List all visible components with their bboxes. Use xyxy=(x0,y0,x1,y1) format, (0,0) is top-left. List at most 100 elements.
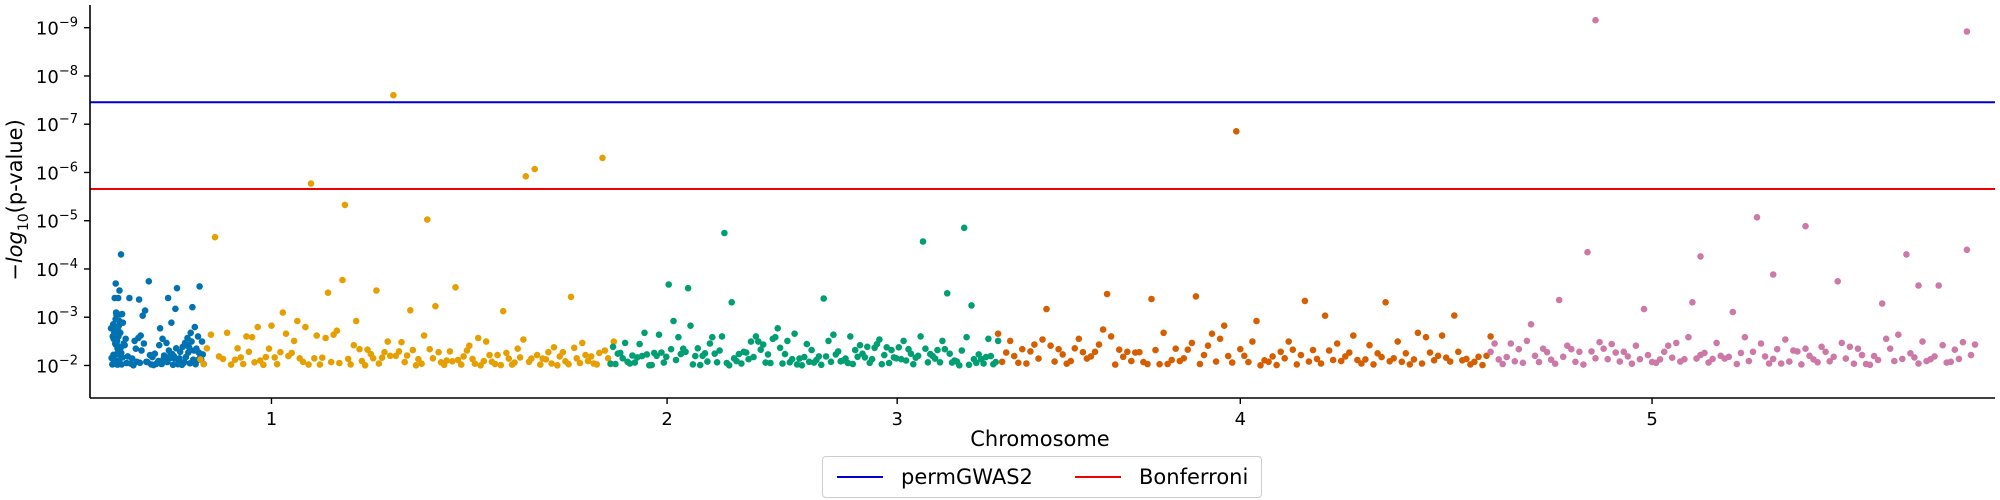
snp-point-chr3 xyxy=(658,349,665,356)
snp-point-chr5 xyxy=(1858,351,1866,359)
snp-point-chr4 xyxy=(1160,329,1167,337)
snp-point-chr3 xyxy=(713,359,721,366)
snp-point-chr2 xyxy=(554,362,561,369)
snp-point-chr1 xyxy=(114,294,122,302)
snp-point-chr4 xyxy=(1378,353,1385,361)
snp-point-chr2 xyxy=(344,355,352,363)
snp-point-chr3 xyxy=(844,359,852,367)
snp-point-chr5 xyxy=(1842,355,1850,362)
snp-point-chr5 xyxy=(1660,348,1668,356)
snp-point-chr5 xyxy=(1814,359,1821,366)
snp-point-chr3 xyxy=(963,333,970,341)
snp-point-chr4 xyxy=(1071,345,1079,352)
snp-point-chr3 xyxy=(672,356,680,364)
snp-point-chr3 xyxy=(924,359,932,366)
snp-point-chr5 xyxy=(1935,282,1942,289)
snp-point-chr4 xyxy=(1124,348,1131,356)
snp-point-chr3 xyxy=(641,329,648,337)
snp-point-chr4 xyxy=(1329,356,1337,364)
snp-point-chr3 xyxy=(721,229,728,237)
snp-point-chr5 xyxy=(1729,308,1737,316)
snp-point-chr3 xyxy=(798,362,806,369)
snp-point-chr5 xyxy=(1576,348,1583,356)
snp-point-chr2 xyxy=(424,216,431,223)
snp-point-chr1 xyxy=(117,251,125,258)
snp-point-chr5 xyxy=(1802,345,1809,353)
snp-point-chr3 xyxy=(648,361,655,369)
snp-point-chr2 xyxy=(227,361,235,368)
snp-point-chr5 xyxy=(1947,358,1955,366)
snp-point-chr4 xyxy=(1208,330,1216,338)
snp-point-chr3 xyxy=(910,360,917,368)
snp-point-chr2 xyxy=(454,356,462,364)
snp-point-chr3 xyxy=(822,353,830,360)
snp-point-chr4 xyxy=(1265,358,1272,366)
snp-point-chr4 xyxy=(1233,128,1240,135)
snp-point-chr5 xyxy=(1511,358,1519,365)
y-tick-label: 10−8 xyxy=(36,64,78,88)
snp-point-chr3 xyxy=(701,350,709,357)
snp-point-chr2 xyxy=(282,330,290,338)
snp-point-chr2 xyxy=(273,360,281,368)
snp-point-chr5 xyxy=(1604,355,1611,363)
snp-point-chr5 xyxy=(1773,345,1781,353)
legend-label-permgwas2: permGWAS2 xyxy=(901,465,1033,489)
snp-point-chr2 xyxy=(203,345,211,352)
snp-point-chr5 xyxy=(1620,348,1628,356)
snp-point-chr5 xyxy=(1640,305,1648,313)
snp-point-chr4 xyxy=(1414,329,1422,337)
snp-point-chr1 xyxy=(117,329,124,337)
x-tick-label: 1 xyxy=(266,409,277,430)
snp-point-chr3 xyxy=(994,337,1002,345)
snp-point-chr5 xyxy=(1491,340,1498,347)
legend-swatch-bonferroni xyxy=(1075,476,1121,478)
y-axis-ticks: 10−9 10−8 10−7 10−6 10−5 10−4 10−3 10−2 xyxy=(36,16,90,377)
snp-point-chr5 xyxy=(1907,350,1914,357)
snp-point-chr2 xyxy=(211,233,219,241)
snp-point-chr2 xyxy=(494,351,501,359)
data-points-layer xyxy=(107,16,1979,369)
snp-point-chr2 xyxy=(460,353,467,360)
snp-point-chr4 xyxy=(1115,346,1123,354)
snp-point-chr2 xyxy=(223,329,231,337)
snp-point-chr2 xyxy=(486,351,493,359)
snp-point-chr4 xyxy=(1152,346,1159,354)
snp-point-chr5 xyxy=(1701,349,1708,357)
snp-point-chr3 xyxy=(943,290,951,297)
snp-point-chr2 xyxy=(407,307,414,314)
snp-point-chr4 xyxy=(1184,346,1192,354)
snp-point-chr4 xyxy=(1245,358,1252,366)
snp-point-chr3 xyxy=(973,359,980,367)
snp-point-chr5 xyxy=(1959,338,1967,346)
snp-point-chr1 xyxy=(194,333,202,340)
snp-point-chr3 xyxy=(941,345,949,353)
snp-point-chr5 xyxy=(1761,353,1769,360)
snp-point-chr4 xyxy=(1095,341,1103,348)
snp-point-chr2 xyxy=(319,354,326,362)
snp-point-chr4 xyxy=(1410,356,1418,363)
snp-point-chr5 xyxy=(1903,251,1910,258)
snp-point-chr3 xyxy=(922,345,929,353)
snp-point-chr3 xyxy=(692,352,699,360)
snp-point-chr2 xyxy=(254,323,261,331)
snp-point-chr3 xyxy=(902,357,910,364)
snp-point-chr2 xyxy=(516,354,524,361)
snp-point-chr1 xyxy=(191,323,199,331)
snp-point-chr4 xyxy=(1015,359,1022,367)
snp-point-chr1 xyxy=(188,338,195,345)
snp-point-chr3 xyxy=(987,352,995,360)
snp-point-chr2 xyxy=(277,348,284,356)
snp-point-chr4 xyxy=(1156,360,1163,368)
snp-point-chr2 xyxy=(401,358,409,366)
snp-point-chr4 xyxy=(1483,352,1490,360)
snp-point-chr3 xyxy=(609,343,617,351)
snp-point-chr3 xyxy=(750,353,757,361)
snp-point-chr5 xyxy=(1632,342,1640,350)
snp-point-chr1 xyxy=(185,349,192,356)
snp-point-chr3 xyxy=(764,351,772,358)
snp-point-chr5 xyxy=(1616,358,1624,365)
snp-point-chr3 xyxy=(885,359,893,367)
snp-point-chr4 xyxy=(1430,357,1438,364)
snp-point-chr1 xyxy=(176,348,184,356)
snp-point-chr4 xyxy=(1418,360,1426,367)
